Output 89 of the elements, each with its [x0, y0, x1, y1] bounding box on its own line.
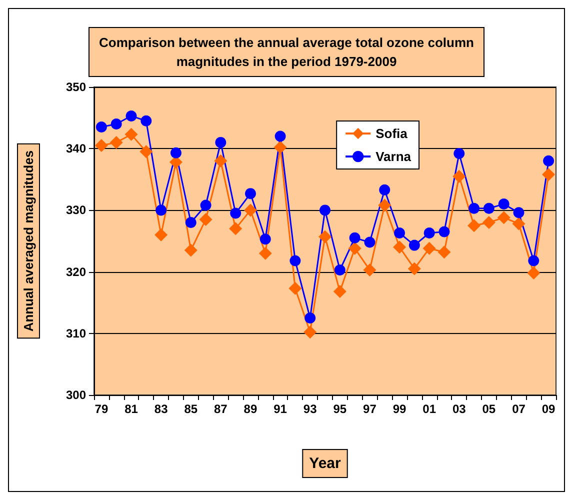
point	[320, 204, 330, 216]
x-tick-label: 89	[244, 402, 258, 416]
point	[542, 168, 556, 181]
point	[288, 282, 302, 295]
point	[244, 188, 256, 200]
point	[334, 264, 346, 276]
point	[140, 145, 153, 158]
point	[185, 217, 196, 228]
x-tick-label: 93	[303, 402, 318, 416]
point	[318, 230, 332, 244]
x-tick-label: 83	[154, 402, 168, 416]
y-tick-label: 300	[66, 388, 86, 402]
point	[364, 236, 376, 248]
y-tick-label: 340	[66, 142, 86, 156]
point	[363, 263, 376, 276]
point	[378, 198, 392, 212]
x-tick-label: 99	[392, 402, 407, 416]
point	[482, 216, 496, 230]
point	[304, 312, 316, 324]
point	[408, 240, 420, 251]
point	[184, 244, 198, 257]
legend-label: Varna	[376, 149, 412, 164]
point	[452, 170, 466, 183]
x-axis-title: Year	[309, 455, 342, 472]
point	[333, 285, 346, 298]
y-tick-label: 310	[66, 326, 86, 340]
x-tick-label: 79	[94, 402, 108, 416]
point	[156, 204, 167, 216]
x-tick-label: 95	[333, 402, 347, 416]
point	[512, 217, 526, 230]
point	[422, 242, 436, 255]
point	[528, 255, 540, 266]
x-tick-label: 01	[422, 402, 436, 416]
x-tick-label: 03	[452, 402, 466, 416]
point	[126, 110, 137, 122]
point	[215, 136, 226, 148]
point	[424, 227, 435, 238]
y-tick-label: 350	[66, 80, 86, 94]
point	[110, 136, 123, 149]
point	[124, 128, 138, 141]
y-tick-label: 320	[66, 264, 86, 279]
point	[438, 226, 450, 238]
point	[483, 202, 494, 214]
point	[244, 204, 257, 217]
point	[393, 240, 406, 254]
point	[408, 262, 421, 276]
point	[543, 155, 554, 166]
point	[468, 202, 480, 214]
point	[229, 222, 242, 236]
point	[468, 219, 481, 232]
point	[513, 207, 524, 218]
point	[498, 198, 510, 210]
x-tick-label: 85	[184, 402, 198, 416]
y-tick-label: 330	[66, 203, 86, 218]
point	[94, 139, 108, 152]
point	[154, 228, 168, 242]
point	[96, 122, 107, 133]
point	[258, 246, 272, 260]
point	[290, 255, 301, 266]
point	[349, 232, 360, 244]
point	[438, 246, 451, 259]
x-tick-label: 09	[542, 402, 556, 416]
x-tick-label: 05	[482, 402, 496, 416]
point	[454, 148, 465, 160]
y-axis-title: Annual averaged magnitudes	[21, 150, 36, 332]
point	[260, 234, 271, 245]
point	[230, 208, 242, 219]
point	[274, 140, 287, 154]
x-tick-label: 97	[363, 402, 377, 416]
point	[274, 130, 286, 142]
x-tick-label: 81	[124, 402, 138, 416]
point	[169, 156, 182, 169]
legend-label: Sofia	[376, 126, 408, 141]
point	[110, 118, 122, 130]
point	[379, 184, 390, 196]
chart-title: Comparison between the annual average total ozone column magnitudes in the period 1979-2009	[99, 35, 474, 69]
point	[394, 227, 406, 238]
point	[200, 200, 212, 211]
point	[170, 147, 182, 158]
point	[214, 154, 228, 168]
x-tick-label: 91	[274, 402, 288, 416]
point	[348, 242, 362, 255]
point	[199, 212, 212, 226]
x-tick-label: 07	[512, 402, 526, 416]
x-tick-label: 87	[214, 402, 228, 416]
point	[304, 326, 317, 339]
point	[140, 115, 152, 126]
point	[497, 211, 510, 224]
point	[527, 266, 540, 280]
